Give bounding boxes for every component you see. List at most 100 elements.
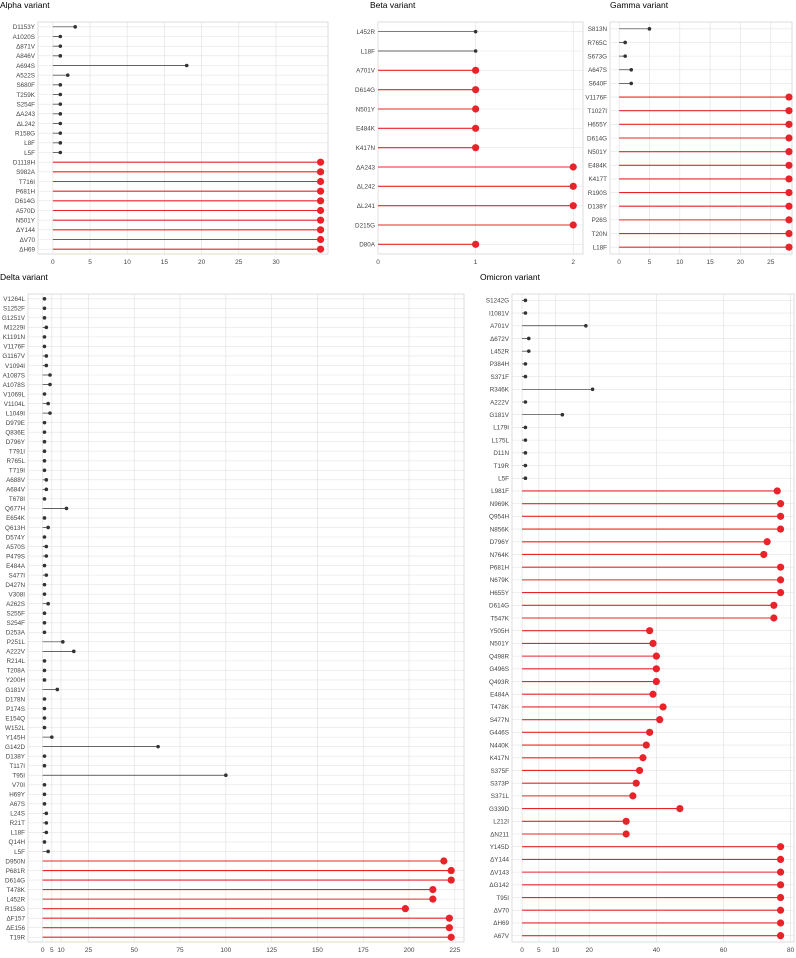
lollipop-point bbox=[770, 601, 778, 609]
y-tick-label: D574Y bbox=[6, 534, 26, 541]
x-tick-label: 5 bbox=[648, 259, 652, 266]
lollipop-point bbox=[776, 855, 785, 864]
y-tick-label: D1118H bbox=[13, 159, 36, 166]
lollipop-point bbox=[58, 150, 63, 155]
y-tick-label: D614G bbox=[15, 198, 35, 205]
y-tick-label: Y200H bbox=[6, 677, 26, 684]
y-tick-label: A701V bbox=[356, 68, 376, 75]
lollipop-point bbox=[646, 728, 654, 736]
y-tick-label: A262S bbox=[6, 601, 25, 608]
y-tick-label: L452R bbox=[356, 29, 375, 36]
lollipop-point bbox=[639, 754, 647, 762]
y-tick-label: A688V bbox=[6, 477, 26, 484]
lollipop-point bbox=[776, 868, 785, 876]
y-tick-label: G1251V bbox=[2, 315, 26, 322]
lollipop-point bbox=[42, 430, 47, 434]
lollipop-point bbox=[785, 107, 793, 115]
x-tick-label: 0 bbox=[520, 947, 524, 954]
y-tick-label: G181V bbox=[5, 687, 25, 694]
lollipop-point bbox=[42, 420, 47, 425]
lollipop-point bbox=[44, 478, 49, 482]
y-tick-label: A1078S bbox=[3, 382, 25, 389]
y-tick-label: A570S bbox=[6, 544, 25, 551]
lollipop-point bbox=[42, 296, 47, 301]
y-tick-label: T678I bbox=[9, 496, 25, 503]
lollipop-point bbox=[569, 202, 577, 210]
lollipop-point bbox=[785, 161, 793, 169]
y-tick-label: T19R bbox=[10, 935, 26, 942]
lollipop-point bbox=[48, 382, 52, 387]
y-tick-label: V1069L bbox=[3, 391, 25, 398]
lollipop-point bbox=[776, 500, 785, 508]
lollipop-point bbox=[776, 919, 785, 927]
y-tick-label: D614G bbox=[355, 87, 375, 94]
y-tick-label: Y145D bbox=[490, 844, 510, 851]
lollipop-point bbox=[584, 323, 588, 328]
lollipop-point bbox=[776, 563, 785, 571]
y-tick-label: D979E bbox=[6, 420, 25, 427]
lollipop-point bbox=[652, 665, 660, 673]
y-tick-label: D427N bbox=[5, 582, 25, 589]
alpha-title: Alpha variant bbox=[0, 0, 50, 10]
gamma-title: Gamma variant bbox=[610, 0, 669, 10]
x-tick-label: 225 bbox=[449, 947, 460, 954]
y-tick-label: H69Y bbox=[9, 792, 26, 799]
x-tick-label: 40 bbox=[653, 947, 661, 954]
lollipop-point bbox=[776, 512, 785, 520]
y-tick-label: A846V bbox=[16, 53, 36, 60]
lollipop-point bbox=[429, 895, 437, 903]
y-tick-label: T478K bbox=[490, 704, 509, 711]
lollipop-point bbox=[523, 438, 528, 442]
lollipop-point bbox=[316, 158, 325, 166]
lollipop-point bbox=[316, 177, 325, 186]
x-tick-label: 100 bbox=[220, 947, 231, 954]
y-tick-label: P681H bbox=[490, 564, 510, 571]
y-tick-label: D253A bbox=[6, 630, 26, 637]
y-tick-label: P681H bbox=[16, 188, 36, 195]
x-tick-label: 2 bbox=[571, 259, 575, 266]
lollipop-point bbox=[473, 29, 478, 34]
y-tick-label: D138Y bbox=[588, 204, 608, 211]
alpha-panel: Alpha variant 0 5 10 15 20 25 30 D1153Y A1020S Δ8… bbox=[0, 0, 345, 270]
lollipop-point bbox=[523, 425, 528, 430]
lollipop-point bbox=[523, 400, 528, 404]
y-tick-label: L5F bbox=[498, 476, 509, 483]
lollipop-point bbox=[46, 849, 50, 854]
lollipop-point bbox=[50, 735, 54, 739]
lollipop-point bbox=[622, 817, 630, 825]
lollipop-point bbox=[44, 830, 49, 835]
lollipop-point bbox=[61, 640, 65, 644]
y-tick-label: Q613H bbox=[5, 525, 25, 532]
plot-border bbox=[37, 21, 329, 255]
y-tick-label: ΔL242 bbox=[17, 121, 36, 128]
y-tick-label: L24S bbox=[10, 811, 25, 818]
lollipop-point bbox=[42, 316, 47, 320]
lollipop-point bbox=[42, 792, 47, 797]
lollipop-point bbox=[44, 554, 49, 558]
y-tick-label: N679K bbox=[490, 577, 510, 584]
lollipop-point bbox=[785, 134, 793, 142]
y-tick-label: S680F bbox=[16, 82, 35, 89]
x-tick-label: 15 bbox=[161, 259, 169, 266]
lollipop-point bbox=[785, 202, 793, 210]
y-tick-label: T1027I bbox=[587, 108, 607, 115]
lollipop-point bbox=[316, 187, 325, 195]
y-tick-label: T716I bbox=[19, 179, 35, 186]
y-tick-label: L1049I bbox=[6, 410, 26, 417]
lollipop-point bbox=[622, 830, 630, 838]
lollipop-point bbox=[649, 639, 657, 648]
y-tick-label: S1252F bbox=[3, 306, 25, 313]
lollipop-point bbox=[71, 649, 76, 654]
omicron-panel: Omicron variant 0 5 10 20 40 60 80 S1242G I1081V… bbox=[478, 272, 796, 954]
lollipop-point bbox=[770, 614, 778, 622]
lollipop-point bbox=[473, 49, 478, 53]
lollipop-point bbox=[623, 54, 627, 58]
y-tick-label: G446S bbox=[489, 730, 509, 737]
y-tick-label: ΔL242 bbox=[357, 184, 376, 191]
y-tick-label: ΔA243 bbox=[356, 164, 375, 171]
lollipop-point bbox=[42, 668, 47, 673]
lollipop-point bbox=[42, 306, 47, 311]
y-tick-label: G496S bbox=[489, 666, 509, 673]
lollipop-point bbox=[785, 243, 793, 251]
lollipop-point bbox=[623, 40, 627, 45]
